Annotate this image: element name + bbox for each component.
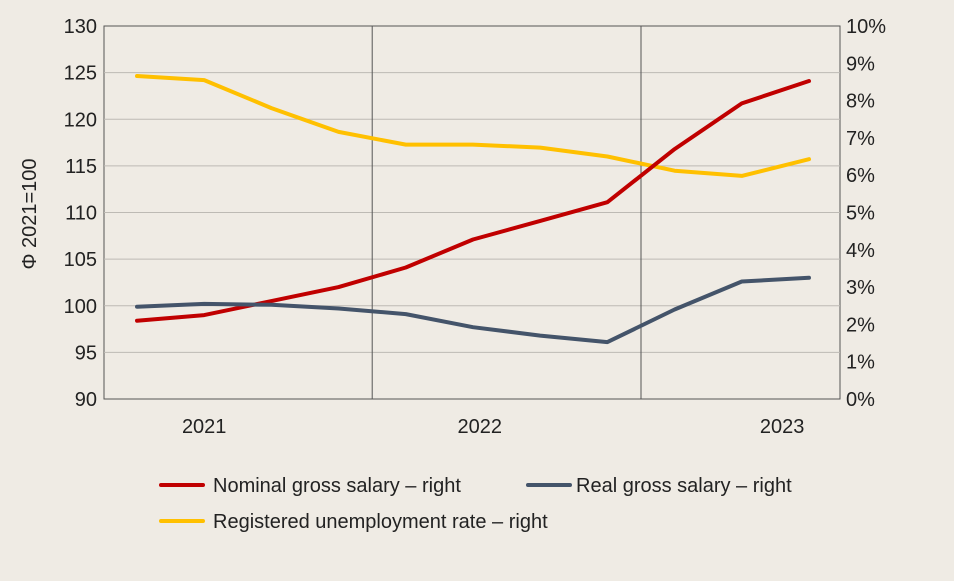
x-group-label: 2022 — [457, 416, 502, 438]
series-lines — [135, 74, 811, 345]
series-line — [135, 275, 811, 345]
legend-label: Nominal gross salary – right — [213, 475, 461, 497]
left-axis: 90 95 100 105 110 115 120 125 130 — [64, 16, 97, 411]
left-tick-label: 110 — [65, 203, 97, 225]
right-tick-label: 4% — [846, 240, 875, 262]
right-tick-label: 0% — [846, 389, 875, 411]
x-group-label: 2021 — [182, 416, 227, 438]
x-axis: 2021 2022 2023 — [182, 416, 804, 438]
legend-label: Real gross salary – right — [576, 475, 792, 497]
right-tick-label: 1% — [846, 352, 875, 374]
right-tick-label: 2% — [846, 314, 875, 336]
plot-area — [103, 25, 841, 400]
right-tick-label: 10% — [846, 16, 886, 38]
legend: Nominal gross salary – right Real gross s… — [159, 475, 792, 533]
left-tick-label: 95 — [75, 342, 97, 364]
left-axis-label: Φ 2021=100 — [19, 158, 41, 269]
series-line — [135, 74, 811, 178]
left-tick-label: 130 — [64, 16, 97, 38]
left-tick-label: 105 — [64, 249, 97, 271]
left-tick-label: 100 — [64, 296, 97, 318]
right-tick-label: 9% — [846, 53, 875, 75]
right-tick-label: 3% — [846, 277, 875, 299]
right-tick-label: 8% — [846, 91, 875, 113]
legend-label: Registered unemployment rate – right — [213, 511, 548, 533]
left-tick-label: 120 — [64, 109, 97, 131]
left-tick-label: 115 — [65, 156, 97, 178]
right-axis: 0% 1% 2% 3% 4% 5% 6% 7% 8% 9% 10% — [846, 16, 886, 411]
right-tick-label: 7% — [846, 128, 875, 150]
x-group-label: 2023 — [760, 416, 805, 438]
left-tick-label: 90 — [75, 389, 97, 411]
right-tick-label: 5% — [846, 203, 875, 225]
right-tick-label: 6% — [846, 165, 875, 187]
left-tick-label: 125 — [64, 63, 97, 85]
series-line — [135, 79, 811, 323]
